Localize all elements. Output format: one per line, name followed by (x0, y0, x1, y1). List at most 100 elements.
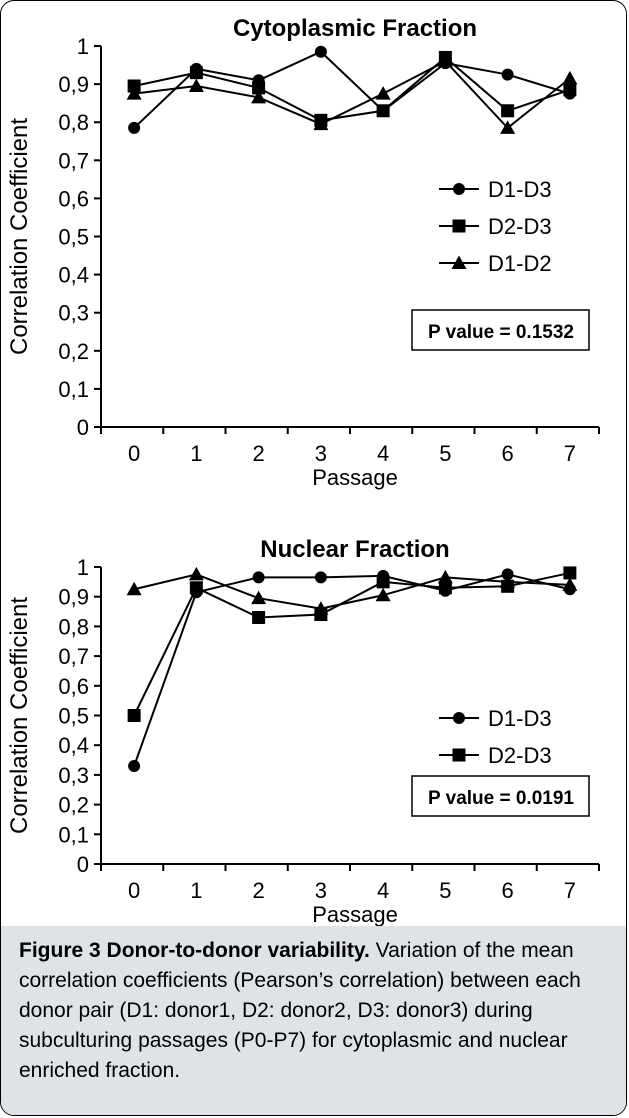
series-line (133, 56, 571, 122)
y-tick-label: 0,4 (58, 263, 89, 288)
y-tick-label: 0,3 (58, 301, 89, 326)
legend-entry: D1-D3 (439, 706, 552, 731)
series-d1-d2 (126, 566, 578, 615)
y-tick-label: 0,4 (58, 733, 89, 758)
x-tick-label: 6 (502, 441, 514, 466)
data-point (251, 89, 267, 104)
data-point (127, 79, 141, 93)
legend-label: D1-D3 (488, 706, 552, 731)
x-tick-label: 6 (502, 878, 514, 903)
data-point (437, 53, 453, 68)
data-point (501, 104, 515, 118)
legend-entry: D2-D3 (439, 743, 552, 768)
legend-marker (453, 183, 465, 195)
figure-caption: Figure 3 Donor-to-donor variability. Var… (1, 926, 626, 1115)
y-tick-label: 0,5 (58, 704, 89, 729)
data-point (313, 601, 329, 615)
x-tick-label: 0 (128, 441, 140, 466)
data-point (127, 709, 141, 722)
x-tick-label: 1 (190, 878, 202, 903)
legend-label: D2-D3 (488, 743, 552, 768)
y-axis-label: Correlation Coefficient (6, 118, 33, 355)
x-tick-label: 7 (564, 441, 576, 466)
p-value-text: P value = 0.0191 (428, 788, 574, 809)
series-line (134, 60, 571, 130)
y-tick-label: 1 (77, 34, 89, 59)
y-tick-label: 0,2 (58, 339, 89, 364)
data-point (252, 571, 265, 584)
x-axis-label: Passage (312, 465, 398, 490)
data-point (126, 86, 142, 100)
y-tick-label: 0 (77, 852, 89, 877)
y-tick-label: 0,6 (58, 674, 89, 699)
caption-title: Donor-to-donor variability. (106, 939, 370, 962)
data-point (314, 45, 327, 58)
y-tick-label: 0,7 (58, 148, 89, 173)
y-tick-label: 0,6 (58, 186, 89, 211)
y-tick-label: 0,3 (58, 763, 89, 788)
data-point (376, 575, 390, 589)
data-point (562, 70, 578, 85)
p-value-box (411, 309, 590, 351)
data-point (500, 574, 516, 588)
data-point (251, 590, 267, 605)
y-axis-label: Correlation Coefficient (6, 597, 33, 834)
data-point (563, 83, 577, 97)
y-tick-label: 0,8 (58, 614, 89, 639)
p-value-annotation: P value = 0.1532 (411, 309, 590, 351)
legend-entry: D1-D2 (439, 251, 552, 276)
x-tick-label: 7 (564, 878, 576, 903)
figure-charts: Cytoplasmic Fraction 0 0,1 0,2 0,3 0,4 0,5 0,6 0… (6, 15, 600, 926)
data-point (501, 68, 514, 81)
y-tick-label: 0,1 (58, 822, 89, 847)
data-point (128, 121, 141, 134)
data-point (126, 581, 142, 596)
x-tick-label: 2 (253, 878, 265, 903)
x-tick-label: 5 (439, 441, 451, 466)
legend-marker (453, 712, 465, 724)
p-value-box (411, 775, 590, 817)
chart-panel-1: Cytoplasmic Fraction 0 0,1 0,2 0,3 0,4 0,5 0,6 0… (6, 15, 600, 490)
chart-title: Cytoplasmic Fraction (233, 15, 477, 42)
data-point (438, 581, 452, 595)
data-point (252, 610, 266, 624)
data-point (563, 566, 577, 580)
data-point (437, 569, 453, 584)
legend-entry: D1-D3 (439, 177, 552, 202)
caption-text: Variation of the mean correlation coeffi… (19, 939, 581, 1082)
data-point (189, 66, 203, 80)
x-tick-label: 2 (253, 441, 265, 466)
legend-label: D1-D2 (488, 251, 552, 276)
y-tick-label: 0,8 (58, 110, 89, 135)
data-point (500, 120, 516, 134)
y-tick-label: 0,7 (58, 644, 89, 669)
data-point (314, 571, 327, 584)
x-tick-label: 5 (439, 878, 451, 903)
data-point (188, 566, 204, 581)
series-d2-d3 (127, 566, 577, 722)
legend-label: D2-D3 (488, 214, 552, 239)
data-point (252, 81, 266, 95)
data-point (375, 86, 391, 100)
y-tick-label: 0,2 (58, 793, 89, 818)
data-point (188, 78, 204, 93)
legend-marker (452, 219, 466, 233)
series-line (133, 571, 571, 716)
data-point (562, 577, 578, 591)
y-tick-label: 0,1 (58, 377, 89, 402)
chart-panel-2: Nuclear Fraction 0 0,1 0,2 0,3 0,4 0,5 0,6 0,7 0,… (6, 536, 600, 926)
series-line (133, 573, 571, 767)
data-point (189, 581, 203, 595)
data-point (375, 587, 391, 602)
x-tick-label: 4 (377, 441, 389, 466)
y-tick-label: 0,9 (58, 585, 89, 610)
x-tick-label: 3 (315, 441, 327, 466)
x-tick-label: 0 (128, 878, 140, 903)
data-point (313, 116, 329, 131)
x-tick-label: 1 (190, 441, 202, 466)
series-line (133, 573, 570, 610)
y-tick-label: 0,5 (58, 225, 89, 250)
p-value-annotation: P value = 0.0191 (411, 775, 590, 817)
legend-label: D1-D3 (488, 177, 552, 202)
